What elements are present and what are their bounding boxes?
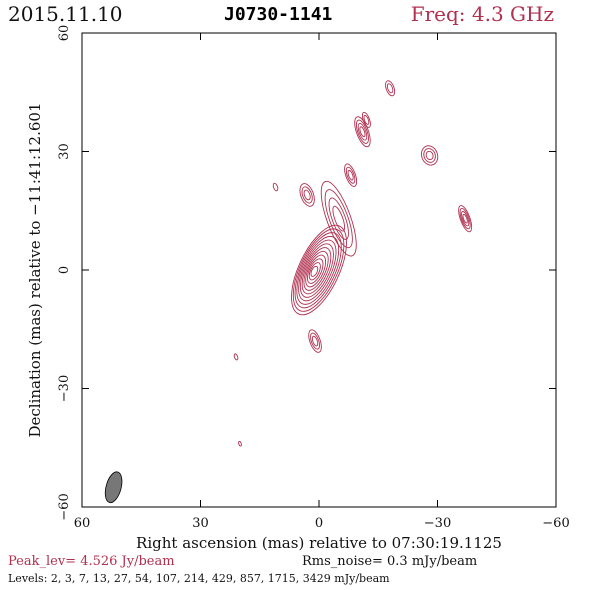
jet-knot-contour (308, 329, 322, 353)
tick-label-group: 60 30 0 −30 −60 −60 −30 0 30 60 (57, 25, 570, 531)
y-tick-label: 30 (57, 143, 72, 160)
core-contour (307, 258, 324, 284)
core-contour (301, 247, 332, 295)
core-contour (305, 254, 327, 288)
tick-group (81, 32, 557, 508)
jet-knot-contour (354, 116, 371, 148)
jet-knot-contour (233, 353, 239, 361)
jet-knot-contour (345, 166, 356, 184)
jet-knot-contour (423, 148, 436, 163)
jet-knot-contour (355, 119, 369, 144)
core-contour (303, 250, 329, 291)
core-contour (299, 243, 334, 298)
jet-knot-contour (272, 182, 279, 192)
jet-knot-contour (347, 169, 354, 181)
y-tick-label: 60 (57, 25, 72, 42)
restoring-beam (104, 471, 123, 504)
y-tick-label: 0 (57, 266, 72, 274)
beam-group (104, 471, 123, 504)
x-tick-label: −60 (542, 516, 569, 531)
core-contour (308, 262, 321, 281)
jet-knot-contour (344, 163, 358, 187)
jet-knot-contour (458, 205, 473, 233)
x-tick-label: 60 (74, 516, 91, 531)
header-source: J0730-1141 (224, 4, 333, 25)
jet-knot-contour (324, 189, 353, 249)
jet-knot-contour (420, 145, 439, 166)
x-tick-label: 30 (192, 516, 209, 531)
jet-knot-contour (363, 114, 370, 125)
y-tick-label: −60 (57, 493, 72, 520)
y-axis-label: Declination (mas) relative to −11:41:12.… (26, 102, 44, 437)
jet-knot-contour (461, 210, 470, 227)
header-date: 2015.11.10 (8, 2, 123, 26)
jet-knot-contour (385, 80, 396, 97)
core-contour (296, 235, 340, 305)
jet-knot-contour (311, 335, 319, 347)
jet-knot-contour (462, 213, 468, 224)
header-frequency: Freq: 4.3 GHz (410, 2, 554, 26)
jet-knot-contour (303, 189, 311, 201)
jet-knot-contour (301, 186, 313, 204)
rms-noise: Rms_noise= 0.3 mJy/beam (302, 554, 478, 569)
core-contour (292, 228, 345, 312)
jet-knot-contour (238, 441, 242, 447)
jet-knot-contour (310, 332, 321, 350)
x-axis-label: Right ascension (mas) relative to 07:30:… (136, 534, 502, 552)
x-tick-label: 0 (315, 516, 323, 531)
y-tick-label: −30 (57, 375, 72, 402)
jet-knot-contour (459, 208, 471, 230)
jet-knot-contour (328, 197, 349, 240)
core-contour (291, 224, 347, 316)
contour-levels: Levels: 2, 3, 7, 13, 27, 54, 107, 214, 4… (8, 572, 390, 585)
contour-group (233, 80, 473, 447)
jet-knot-contour (320, 180, 357, 257)
core-contour (310, 265, 319, 277)
core-contour (298, 239, 337, 302)
jet-knot-contour (386, 83, 394, 94)
jet-knot-contour (361, 111, 371, 128)
jet-knot-contour (425, 150, 434, 161)
jet-knot-contour (299, 183, 315, 207)
jet-knot-contour (332, 205, 346, 232)
x-tick-label: −30 (424, 516, 451, 531)
jet-knot-contour (357, 122, 368, 141)
jet-knot-contour (359, 126, 366, 138)
peak-level: Peak_lev= 4.526 Jy/beam (8, 554, 175, 569)
plot-frame (81, 32, 557, 508)
